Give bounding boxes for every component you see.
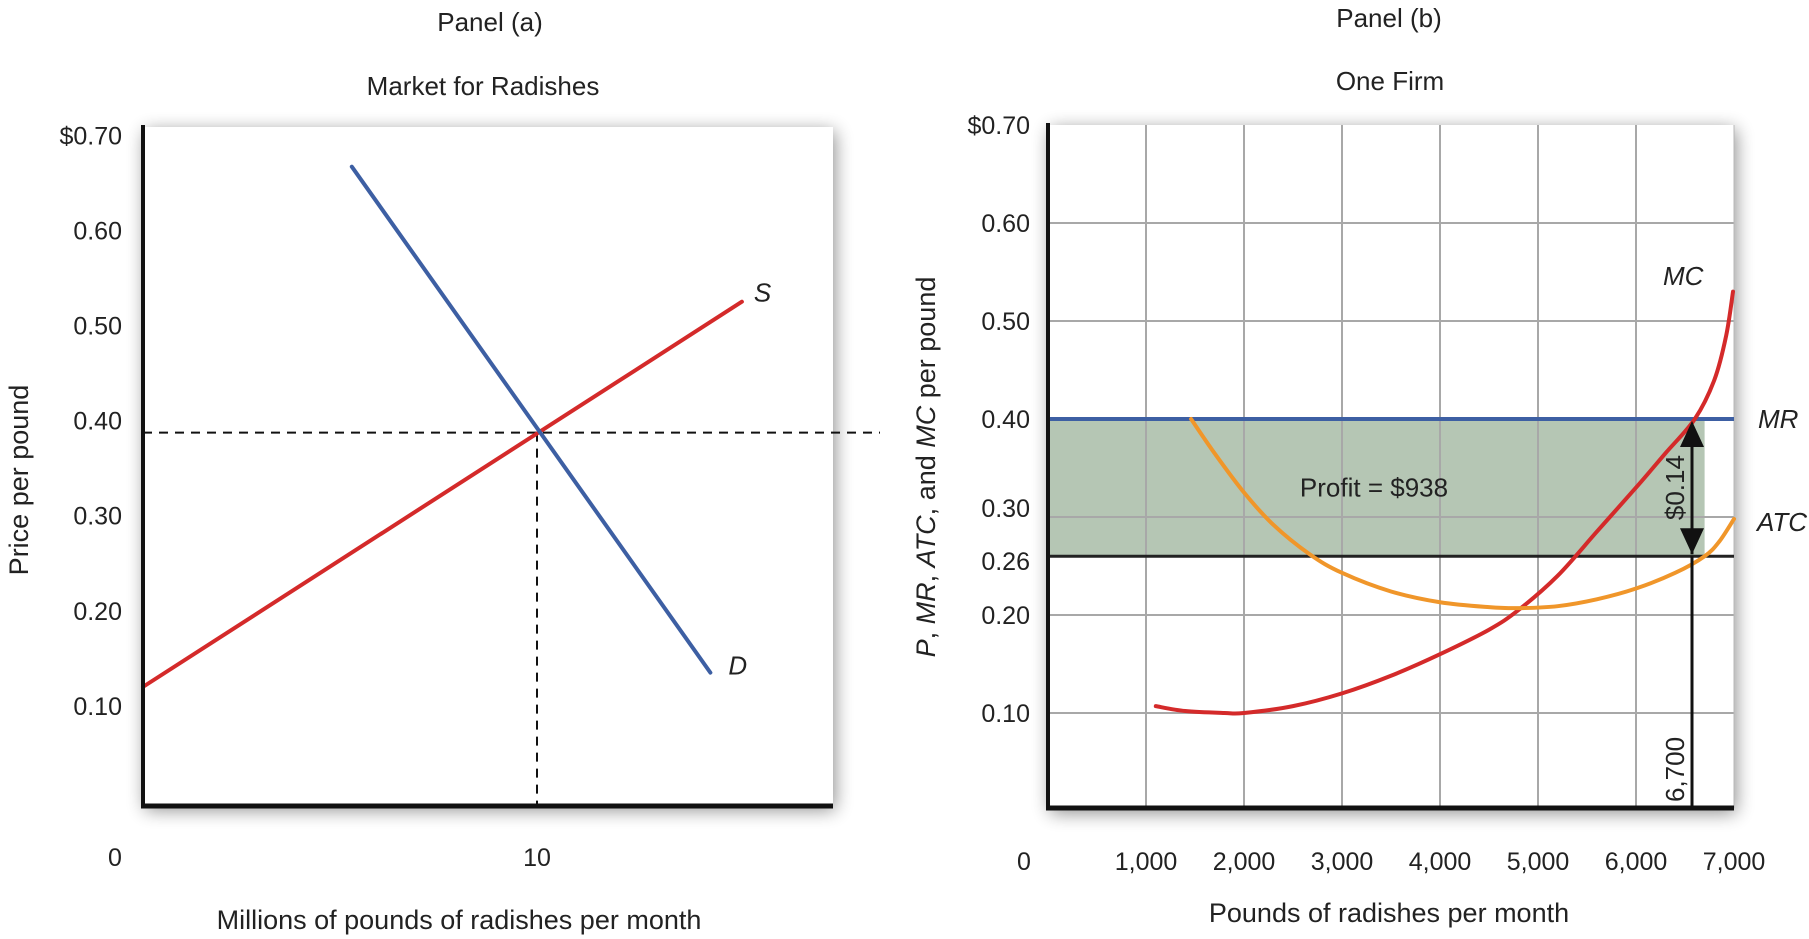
series-mc-label: MC xyxy=(1663,261,1704,291)
panel-b-series: MR MC ATC xyxy=(1048,261,1807,716)
x-tick-label-6-000: 6,000 xyxy=(1605,848,1668,876)
y-tick-label-0-50: 0.50 xyxy=(981,308,1030,336)
y-tick-label-0-60: 0.60 xyxy=(73,217,122,245)
series-d-line xyxy=(349,164,713,675)
panel-a-x-ticks: 0 10 xyxy=(108,844,551,872)
panel-b-x-ticks: 0 1,000 2,000 3,000 4,000 5,000 6,000 7,000 xyxy=(1017,848,1765,876)
arrow-up-icon xyxy=(1680,421,1704,447)
y-axis-title-part-5: , and xyxy=(911,448,941,516)
y-axis-title-part-3: , xyxy=(911,567,941,582)
y-axis-title-part-0: P xyxy=(911,639,941,657)
arrow-down-icon xyxy=(1680,528,1704,555)
y-tick-label-0-70: $0.70 xyxy=(967,112,1030,140)
output-marker-label: 6,700 xyxy=(1660,737,1690,802)
x-tick-label-1-000: 1,000 xyxy=(1115,848,1178,876)
x-tick-label-10: 10 xyxy=(523,844,551,872)
x-tick-label-0: 0 xyxy=(1017,848,1031,876)
panel-a: Panel (a) Market for Radishes $0.70 0.60 0… xyxy=(4,7,880,935)
panel-b-title: One Firm xyxy=(1336,66,1444,96)
y-tick-label-0-26: 0.26 xyxy=(981,548,1030,576)
y-tick-label-0-20: 0.20 xyxy=(73,598,122,626)
panel-b: Panel (b) One Firm $0.70 0.60 0.50 0.40 0.30… xyxy=(911,3,1807,928)
y-axis-title-part-2: MR xyxy=(911,582,941,624)
series-s-label: S xyxy=(754,278,772,308)
x-tick-label-2-000: 2,000 xyxy=(1213,848,1276,876)
y-tick-label-0-20: 0.20 xyxy=(981,602,1030,630)
profit-margin-label: $0.14 xyxy=(1660,455,1690,520)
y-tick-label-0-10: 0.10 xyxy=(981,700,1030,728)
series-atc-label: ATC xyxy=(1755,507,1807,537)
y-tick-label-0-70: $0.70 xyxy=(59,122,122,150)
panel-b-y-ticks: $0.70 0.60 0.50 0.40 0.30 0.26 0.20 0.10 xyxy=(967,112,1030,728)
x-tick-label-7-000: 7,000 xyxy=(1703,848,1766,876)
series-atc-curve xyxy=(1189,417,1736,611)
series-mr-label: MR xyxy=(1758,404,1798,434)
panel-b-annotations: $0.14 6,700 Profit = $938 xyxy=(1300,421,1704,808)
panel-a-x-axis-title: Millions of pounds of radishes per month xyxy=(217,905,702,935)
y-tick-label-0-40: 0.40 xyxy=(981,406,1030,434)
x-tick-label-3-000: 3,000 xyxy=(1311,848,1374,876)
y-tick-label-0-60: 0.60 xyxy=(981,210,1030,238)
series-d-label: D xyxy=(728,651,747,681)
y-axis-title-part-6: MC xyxy=(911,405,941,447)
y-tick-label-0-10: 0.10 xyxy=(73,693,122,721)
y-tick-label-0-40: 0.40 xyxy=(73,408,122,436)
x-tick-label-4-000: 4,000 xyxy=(1409,848,1472,876)
panel-a-y-axis-title: Price per pound xyxy=(4,385,34,576)
panel-a-series: SD xyxy=(141,164,772,689)
panel-b-y-axis-title: P, MR, ATC, and MC per pound xyxy=(911,277,941,658)
series-s-line xyxy=(141,299,744,689)
profit-label: Profit = $938 xyxy=(1300,473,1448,503)
panel-a-title: Market for Radishes xyxy=(367,71,600,101)
y-tick-label-0-30: 0.30 xyxy=(73,503,122,531)
panel-a-label: Panel (a) xyxy=(437,7,543,37)
panel-b-x-axis-title: Pounds of radishes per month xyxy=(1209,898,1569,928)
y-axis-title-part-7: per pound xyxy=(911,277,941,406)
y-axis-title-part-1: , xyxy=(911,624,941,639)
x-tick-label-0: 0 xyxy=(108,844,122,872)
panel-b-label: Panel (b) xyxy=(1336,3,1442,33)
panel-a-reference-lines xyxy=(143,431,880,806)
y-tick-label-0-30: 0.30 xyxy=(981,495,1030,523)
panel-a-y-ticks: $0.70 0.60 0.50 0.40 0.30 0.20 0.10 xyxy=(59,122,122,721)
y-axis-title-part-4: ATC xyxy=(911,515,941,569)
y-tick-label-0-50: 0.50 xyxy=(73,313,122,341)
series-mc-curve xyxy=(1153,289,1736,716)
x-tick-label-5-000: 5,000 xyxy=(1507,848,1570,876)
